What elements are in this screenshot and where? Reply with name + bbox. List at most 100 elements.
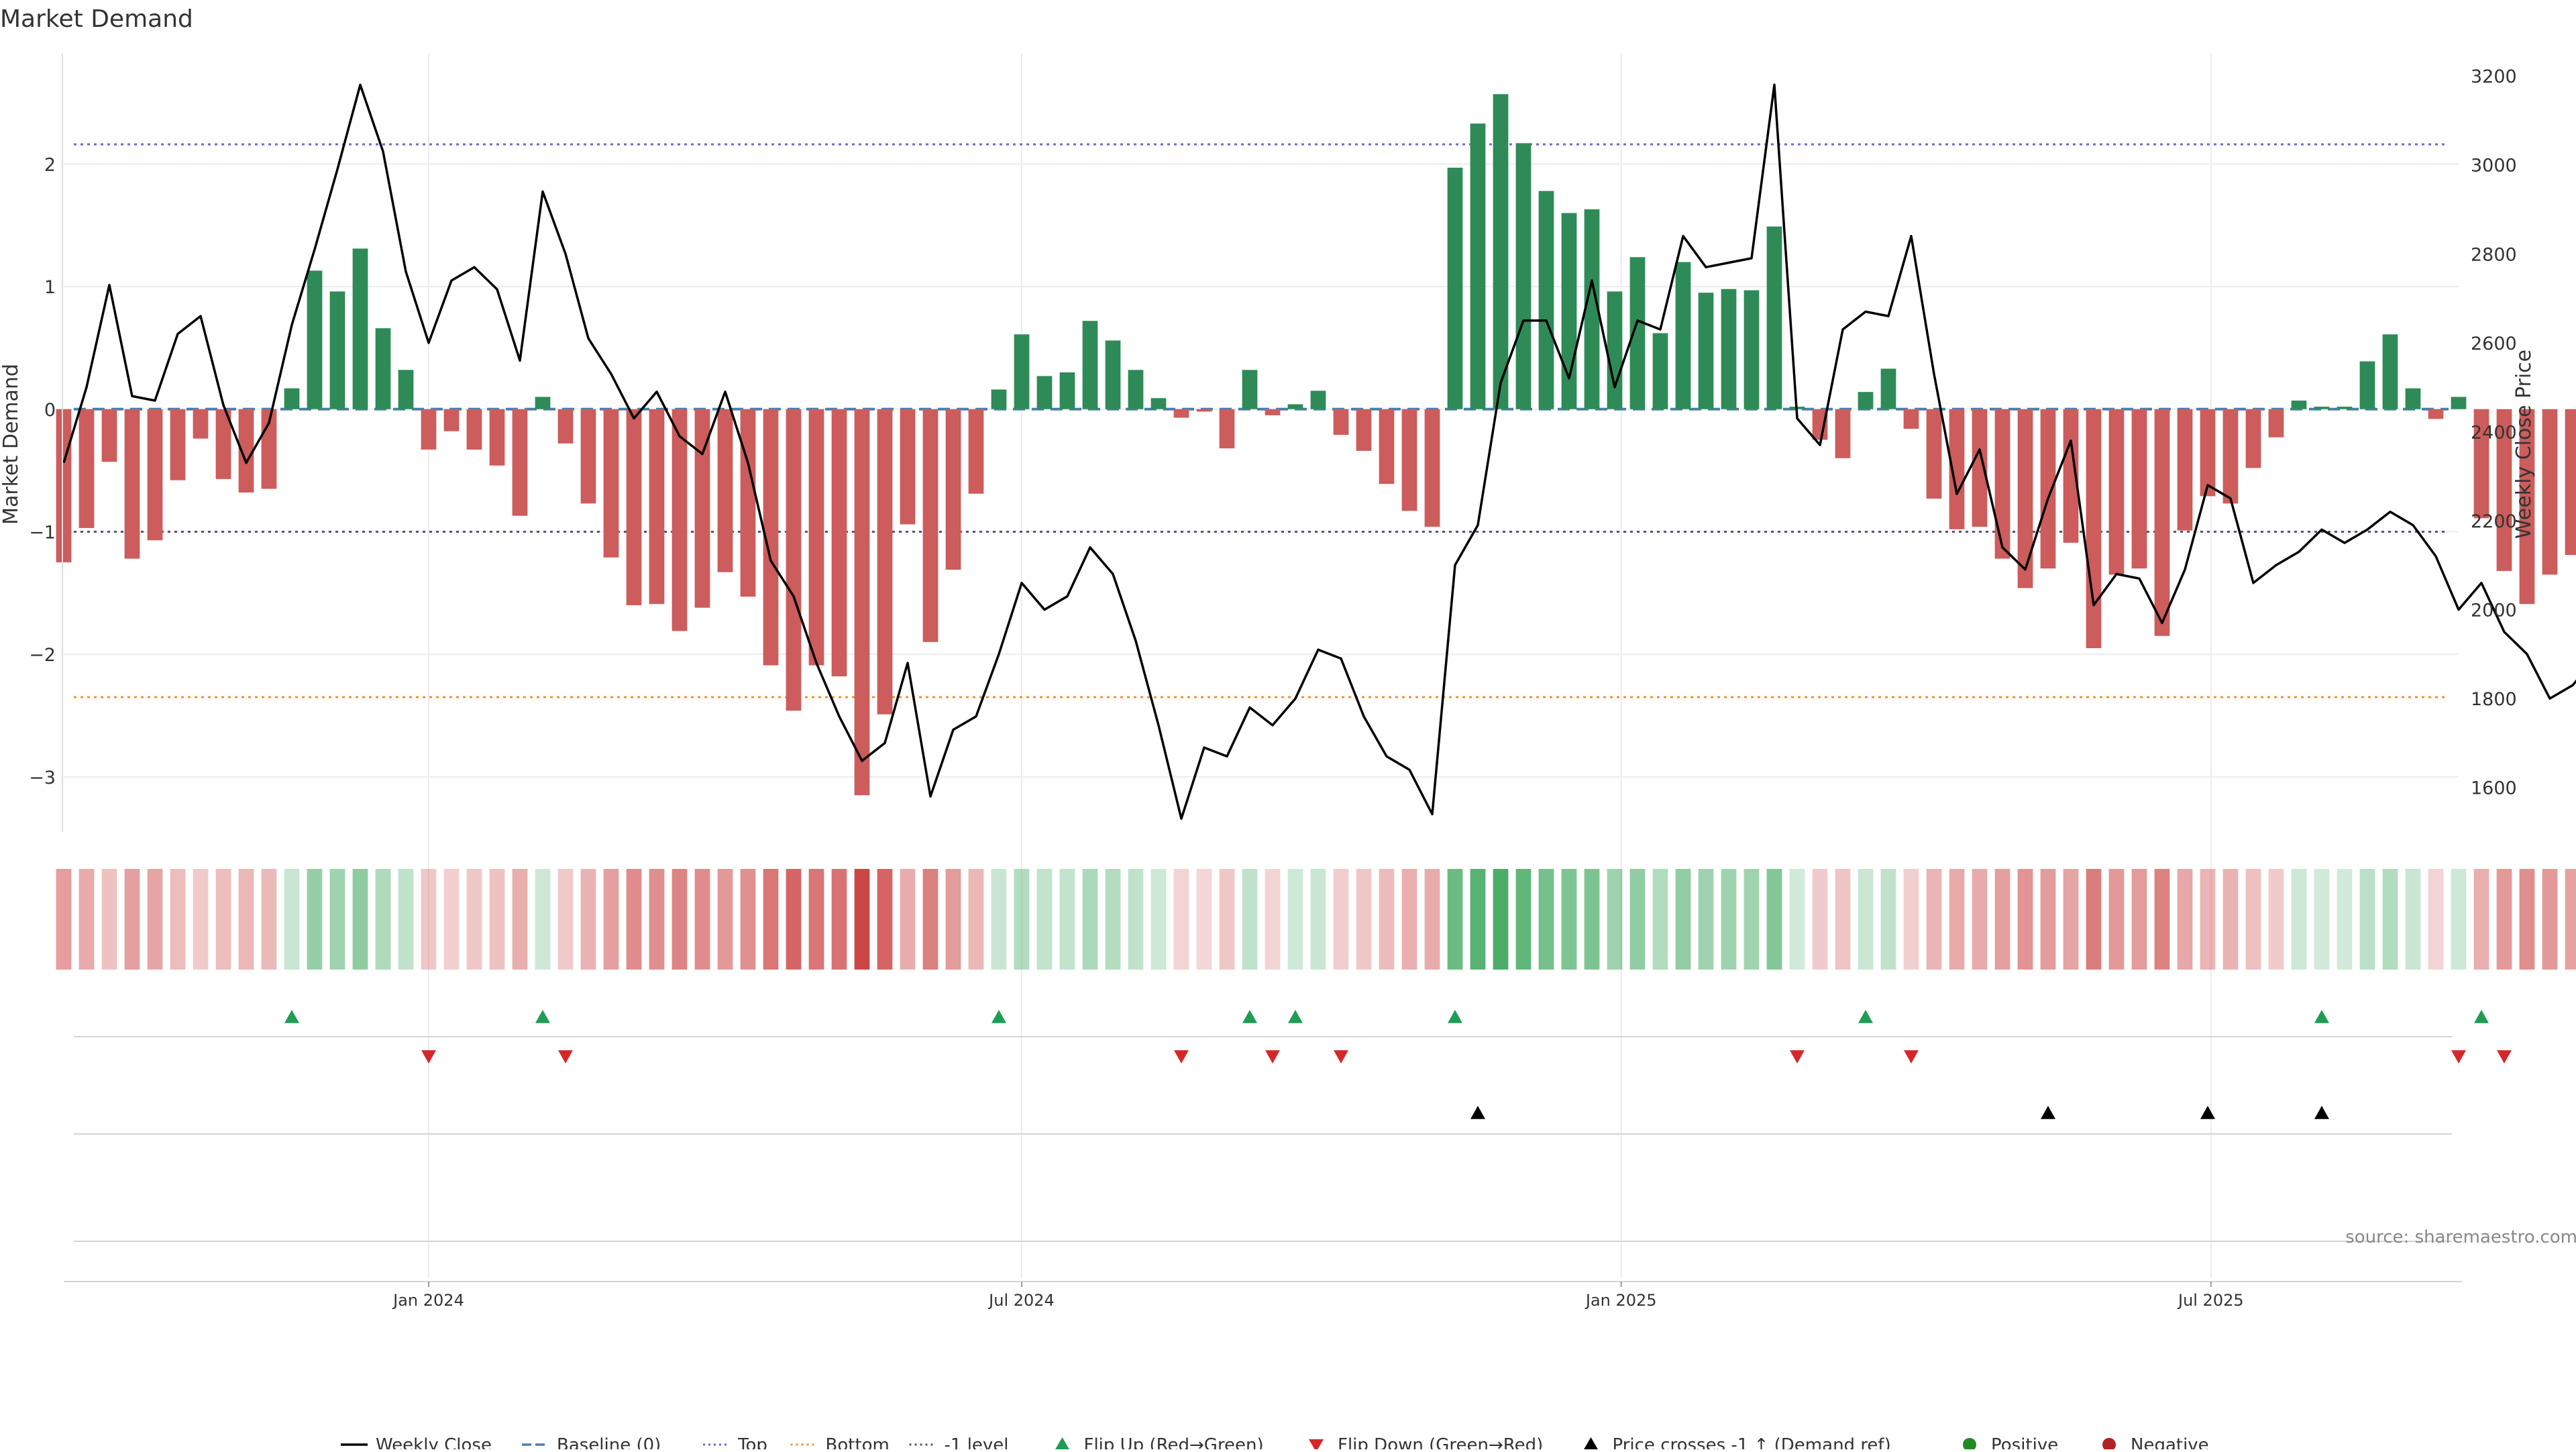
source-label: source: sharemaestro.com (2345, 1227, 2576, 1247)
demand-bar (1972, 409, 1988, 527)
demand-bar (2542, 409, 2558, 575)
demand-bar (1173, 409, 1189, 418)
flip-down-marker (558, 1050, 573, 1064)
demand-bar (2519, 409, 2535, 605)
legend-label: Price crosses -1 ↑ (Demand ref) (1613, 1435, 1891, 1449)
flip-down-marker (2451, 1050, 2466, 1064)
event-markers (284, 1010, 2512, 1119)
flip-up-marker (1448, 1010, 1462, 1023)
heat-strip-cell (329, 869, 345, 970)
demand-bar (1812, 409, 1828, 440)
y2-tick-label: 2600 (2471, 333, 2517, 354)
demand-bar (1515, 143, 1532, 409)
heat-strip-cell (1196, 869, 1212, 970)
demand-bar (1652, 333, 1668, 409)
y2-tick-label: 2000 (2471, 601, 2517, 621)
heat-strip-cell (78, 869, 95, 970)
heat-strip-cell (1789, 869, 1805, 970)
heat-strip-cell (2200, 869, 2216, 970)
flip-down-marker (1174, 1050, 1189, 1064)
heat-strip-cell (238, 869, 254, 970)
heat-strip-cell (2108, 869, 2125, 970)
heat-strip-cell (1242, 869, 1258, 970)
heat-strip-cell (854, 869, 870, 970)
y2-tick-label: 2400 (2471, 422, 2517, 443)
heat-strip-cell (2245, 869, 2261, 970)
demand-bar (877, 409, 893, 715)
demand-bar (1903, 409, 1919, 429)
demand-bar (421, 409, 437, 450)
heat-strip-cell (2542, 869, 2558, 970)
heat-strip-cell (2154, 869, 2170, 970)
demand-bar (2040, 409, 2056, 569)
weekly-close-line (62, 83, 2576, 820)
demand-bar (580, 409, 596, 504)
demand-bar (2405, 388, 2421, 409)
demand-bar (900, 409, 916, 525)
demand-bar (1766, 226, 1782, 409)
heat-strip-cell (1880, 869, 1896, 970)
heat-strip-cell (694, 869, 710, 970)
flip-down-marker (1334, 1050, 1348, 1064)
legend-item: Baseline (0) (522, 1435, 661, 1452)
y2-tick-label: 3000 (2471, 156, 2517, 176)
price-cross-marker (1470, 1106, 1485, 1119)
demand-bar (535, 397, 551, 409)
heat-strip-cell (945, 869, 961, 970)
demand-bar (786, 409, 802, 711)
demand-bar (1082, 321, 1098, 409)
demand-bar (2222, 409, 2239, 504)
price-cross-marker (2041, 1106, 2055, 1119)
demand-bar (945, 409, 961, 570)
heat-strip-cell (603, 869, 619, 970)
demand-bar (1310, 391, 1326, 409)
x-tick-label: Jul 2024 (987, 1291, 1055, 1310)
demand-bar (1949, 409, 1965, 529)
heat-strip-cell (1721, 869, 1737, 970)
demand-bar (170, 409, 186, 480)
heat-strip-cell (466, 869, 482, 970)
demand-bar (2337, 407, 2353, 409)
demand-bar (2063, 409, 2079, 543)
flip-down-marker (421, 1050, 436, 1064)
heat-strip-cell (626, 869, 642, 970)
heat-strip-cell (717, 869, 733, 970)
demand-bar (740, 409, 756, 597)
demand-bar (922, 409, 938, 642)
heat-strip-cell (672, 869, 688, 970)
heat-strip-cell (1903, 869, 1919, 970)
heat-strip-cell (101, 869, 117, 970)
demand-bar (352, 248, 368, 409)
heat-strip-cell (2451, 869, 2467, 970)
legend-swatch-positive (1963, 1438, 1976, 1451)
demand-bar (1379, 409, 1395, 484)
demand-bar (1447, 167, 1463, 409)
heat-strip-cell (1128, 869, 1144, 970)
flip-up-marker (991, 1010, 1006, 1023)
legend-label: Top (737, 1435, 767, 1449)
heat-strip-cell (2428, 869, 2444, 970)
y2-tick-label: 1800 (2471, 689, 2517, 710)
heat-strip-cell (2337, 869, 2353, 970)
heat-strip-cell (2519, 869, 2535, 970)
demand-bar (466, 409, 482, 450)
demand-bar (694, 409, 710, 608)
chart-title: Market Demand (0, 5, 193, 33)
y2-axis-label: Weekly Close Price (2512, 350, 2536, 539)
heat-strip-cell (1561, 869, 1577, 970)
heat-strip-cell (261, 869, 277, 970)
legend-swatch-flip-up (1055, 1437, 1070, 1450)
heat-strip-cell (215, 869, 231, 970)
demand-bar (1994, 409, 2010, 559)
heat-strip-cell (1493, 869, 1509, 970)
demand-bar (2177, 409, 2193, 531)
y-tick-label: 0 (44, 400, 56, 421)
demand-bar (1356, 409, 1372, 451)
flip-up-marker (1858, 1010, 1873, 1023)
heat-strip-cell (1675, 869, 1691, 970)
heat-strip-cell (2131, 869, 2147, 970)
demand-bar (284, 388, 300, 409)
legend-item: Price crosses -1 ↑ (Demand ref) (1583, 1435, 1891, 1452)
